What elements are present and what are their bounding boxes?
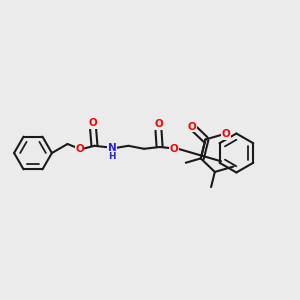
Text: O: O [169, 143, 178, 154]
Text: O: O [154, 119, 163, 130]
Text: O: O [188, 122, 197, 132]
Text: O: O [221, 129, 230, 139]
Text: H: H [109, 152, 116, 161]
Text: O: O [88, 118, 98, 128]
Text: O: O [75, 144, 84, 154]
Text: N: N [107, 142, 116, 153]
